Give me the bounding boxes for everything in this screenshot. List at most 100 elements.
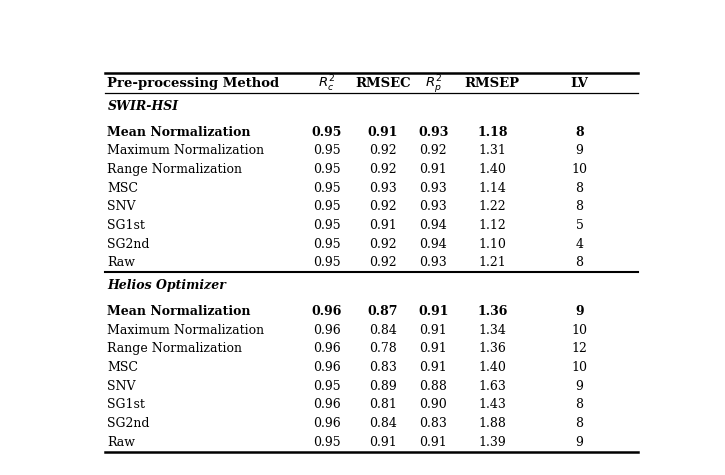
Text: 0.95: 0.95 [312,256,341,269]
Text: 0.92: 0.92 [369,163,397,176]
Text: Raw: Raw [107,256,136,269]
Text: 0.95: 0.95 [312,380,341,393]
Text: 1.18: 1.18 [477,126,507,139]
Text: 0.96: 0.96 [312,361,341,374]
Text: 1.88: 1.88 [478,417,506,430]
Text: 1.21: 1.21 [478,256,506,269]
Text: SG1st: SG1st [107,399,145,411]
Text: 0.83: 0.83 [420,417,447,430]
Text: 0.93: 0.93 [420,256,447,269]
Text: 1.63: 1.63 [478,380,506,393]
Text: 8: 8 [576,181,584,195]
Text: 1.12: 1.12 [478,219,506,232]
Text: 1.39: 1.39 [478,436,506,449]
Text: 12: 12 [571,342,587,355]
Text: 8: 8 [576,399,584,411]
Text: SNV: SNV [107,380,136,393]
Text: 1.40: 1.40 [478,163,506,176]
Text: Range Normalization: Range Normalization [107,163,242,176]
Text: 0.95: 0.95 [312,126,341,139]
Text: Mean Normalization: Mean Normalization [107,126,251,139]
Text: 0.91: 0.91 [369,219,397,232]
Text: 0.96: 0.96 [312,342,341,355]
Text: MSC: MSC [107,361,138,374]
Text: 0.93: 0.93 [420,200,447,213]
Text: 0.93: 0.93 [420,181,447,195]
Text: Pre-processing Method: Pre-processing Method [107,77,280,90]
Text: 0.91: 0.91 [420,324,447,337]
Text: 1.40: 1.40 [478,361,506,374]
Text: $R_c^2$: $R_c^2$ [318,74,335,94]
Text: 1.22: 1.22 [478,200,506,213]
Text: 0.95: 0.95 [312,181,341,195]
Text: 0.91: 0.91 [420,163,447,176]
Text: 0.94: 0.94 [420,219,447,232]
Text: 8: 8 [576,256,584,269]
Text: SG1st: SG1st [107,219,145,232]
Text: 0.91: 0.91 [420,361,447,374]
Text: 0.92: 0.92 [369,200,397,213]
Text: 0.87: 0.87 [368,305,398,318]
Text: LV: LV [571,77,589,90]
Text: 1.34: 1.34 [478,324,506,337]
Text: Helios Optimizer: Helios Optimizer [107,279,226,293]
Text: 9: 9 [576,144,584,157]
Text: Mean Normalization: Mean Normalization [107,305,251,318]
Text: RMSEP: RMSEP [465,77,520,90]
Text: 0.93: 0.93 [369,181,397,195]
Text: 0.95: 0.95 [312,144,341,157]
Text: 9: 9 [576,380,584,393]
Text: 0.92: 0.92 [420,144,447,157]
Text: 0.95: 0.95 [312,163,341,176]
Text: 0.96: 0.96 [312,417,341,430]
Text: 9: 9 [576,436,584,449]
Text: 0.95: 0.95 [312,219,341,232]
Text: 10: 10 [571,163,587,176]
Text: SG2nd: SG2nd [107,238,150,251]
Text: 0.88: 0.88 [420,380,447,393]
Text: 0.83: 0.83 [369,361,397,374]
Text: 0.96: 0.96 [312,399,341,411]
Text: 0.78: 0.78 [369,342,397,355]
Text: 0.92: 0.92 [369,238,397,251]
Text: SNV: SNV [107,200,136,213]
Text: 0.93: 0.93 [418,126,449,139]
Text: 9: 9 [575,305,584,318]
Text: 0.95: 0.95 [312,238,341,251]
Text: 5: 5 [576,219,584,232]
Text: Range Normalization: Range Normalization [107,342,242,355]
Text: SG2nd: SG2nd [107,417,150,430]
Text: 0.84: 0.84 [369,417,397,430]
Text: 0.91: 0.91 [418,305,449,318]
Text: RMSEC: RMSEC [355,77,410,90]
Text: 1.36: 1.36 [477,305,507,318]
Text: 0.91: 0.91 [420,436,447,449]
Text: 1.10: 1.10 [478,238,506,251]
Text: 0.94: 0.94 [420,238,447,251]
Text: 0.95: 0.95 [312,200,341,213]
Text: 8: 8 [576,200,584,213]
Text: 0.91: 0.91 [420,342,447,355]
Text: 8: 8 [575,126,584,139]
Text: 4: 4 [576,238,584,251]
Text: 1.31: 1.31 [478,144,506,157]
Text: 1.36: 1.36 [478,342,506,355]
Text: Maximum Normalization: Maximum Normalization [107,144,265,157]
Text: 1.43: 1.43 [478,399,506,411]
Text: 0.96: 0.96 [312,305,341,318]
Text: 0.90: 0.90 [420,399,447,411]
Text: 8: 8 [576,417,584,430]
Text: 0.92: 0.92 [369,256,397,269]
Text: $R_p^2$: $R_p^2$ [425,73,442,95]
Text: Raw: Raw [107,436,136,449]
Text: 0.89: 0.89 [369,380,397,393]
Text: 10: 10 [571,361,587,374]
Text: SWIR-HSI: SWIR-HSI [107,100,178,113]
Text: MSC: MSC [107,181,138,195]
Text: 10: 10 [571,324,587,337]
Text: 0.91: 0.91 [368,126,398,139]
Text: 0.95: 0.95 [312,436,341,449]
Text: 0.81: 0.81 [369,399,397,411]
Text: 0.92: 0.92 [369,144,397,157]
Text: 0.96: 0.96 [312,324,341,337]
